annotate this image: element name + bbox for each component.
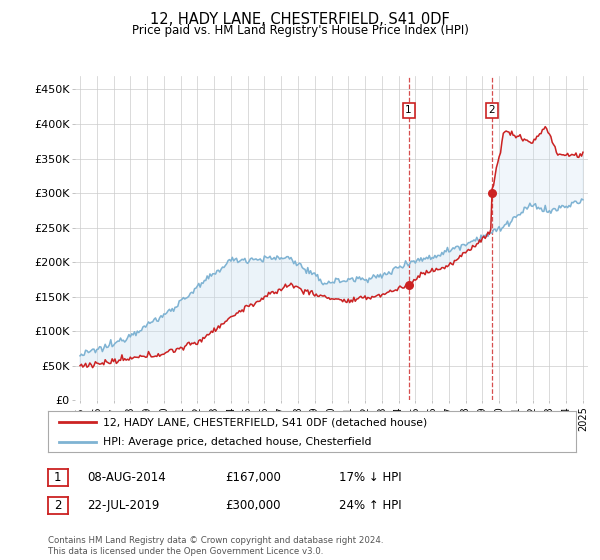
Text: Contains HM Land Registry data © Crown copyright and database right 2024.
This d: Contains HM Land Registry data © Crown c… bbox=[48, 536, 383, 556]
Text: £167,000: £167,000 bbox=[225, 471, 281, 484]
Text: 17% ↓ HPI: 17% ↓ HPI bbox=[339, 471, 401, 484]
Text: 2: 2 bbox=[54, 498, 62, 512]
Text: 1: 1 bbox=[406, 105, 412, 115]
Text: Price paid vs. HM Land Registry's House Price Index (HPI): Price paid vs. HM Land Registry's House … bbox=[131, 24, 469, 36]
Text: 22-JUL-2019: 22-JUL-2019 bbox=[87, 499, 160, 512]
Text: 12, HADY LANE, CHESTERFIELD, S41 0DF: 12, HADY LANE, CHESTERFIELD, S41 0DF bbox=[150, 12, 450, 27]
Text: £300,000: £300,000 bbox=[225, 499, 281, 512]
Text: HPI: Average price, detached house, Chesterfield: HPI: Average price, detached house, Ches… bbox=[103, 437, 372, 447]
Text: 24% ↑ HPI: 24% ↑ HPI bbox=[339, 499, 401, 512]
Text: 2: 2 bbox=[488, 105, 495, 115]
Text: 08-AUG-2014: 08-AUG-2014 bbox=[87, 471, 166, 484]
Text: 1: 1 bbox=[54, 470, 62, 484]
Point bbox=[487, 189, 496, 198]
Point bbox=[404, 281, 413, 290]
Text: 12, HADY LANE, CHESTERFIELD, S41 0DF (detached house): 12, HADY LANE, CHESTERFIELD, S41 0DF (de… bbox=[103, 417, 428, 427]
